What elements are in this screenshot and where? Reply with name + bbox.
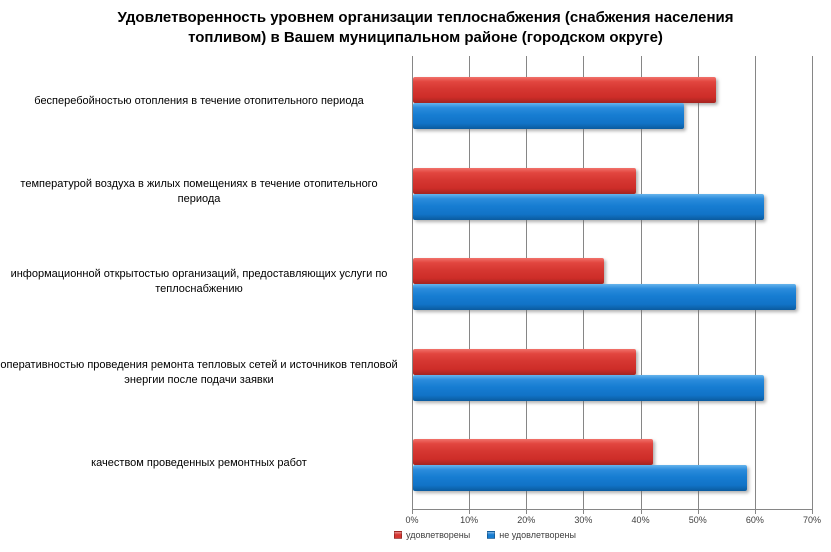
legend: удовлетворены не удовлетворены	[394, 530, 576, 540]
bar-unsatisfied	[413, 193, 765, 220]
legend-item: не удовлетворены	[487, 530, 576, 540]
axis-tick	[469, 510, 471, 514]
legend-item: удовлетворены	[394, 530, 470, 540]
x-tick-label: 60%	[745, 515, 764, 525]
axis-tick	[526, 510, 528, 514]
category-row	[412, 418, 812, 509]
category-label: информационной открытостью организаций, …	[10, 268, 388, 296]
x-axis-line	[412, 509, 813, 510]
bar-satisfied	[413, 167, 636, 194]
gridline	[640, 56, 642, 509]
category-label: температурой воздуха в жилых помещениях …	[20, 177, 378, 205]
legend-label: не удовлетворены	[499, 530, 576, 540]
legend-marker-icon	[394, 531, 402, 539]
plot-area	[412, 56, 813, 509]
axis-tick	[812, 510, 813, 514]
x-tick-label: 50%	[688, 515, 707, 525]
chart-title-line2: топливом) в Вашем муниципальном районе (…	[188, 29, 663, 46]
category-label: оперативностью проведения ремонта теплов…	[0, 359, 398, 387]
legend-marker-icon	[487, 531, 496, 539]
category-row	[412, 237, 812, 328]
bar-unsatisfied	[413, 465, 748, 492]
gridline	[412, 56, 413, 509]
category-label: качеством проведенных ремонтных работ	[91, 457, 307, 470]
category-label: бесперебойностью отопления в течение ото…	[34, 94, 364, 107]
bar-unsatisfied	[413, 284, 796, 311]
axis-tick	[583, 510, 585, 514]
gridline	[697, 56, 699, 509]
bar-satisfied	[413, 348, 636, 375]
axis-tick	[412, 510, 413, 514]
bar-satisfied	[413, 77, 716, 103]
axis-tick	[640, 510, 642, 514]
legend-label: удовлетворены	[406, 530, 471, 540]
bar-unsatisfied	[413, 103, 685, 129]
gridline	[812, 56, 813, 509]
axis-tick	[697, 510, 699, 514]
category-row	[412, 56, 812, 147]
x-tick-label: 20%	[517, 515, 536, 525]
bar-satisfied	[413, 439, 653, 466]
x-tick-label: 10%	[460, 515, 479, 525]
category-row	[412, 328, 812, 419]
chart-title: Удовлетворенность уровнем организации те…	[20, 8, 831, 48]
x-tick-label: 0%	[405, 515, 419, 525]
bar-unsatisfied	[413, 374, 765, 401]
axis-tick	[754, 510, 756, 514]
chart-title-line1: Удовлетворенность уровнем организации те…	[117, 9, 734, 26]
gridline	[754, 56, 756, 509]
category-row	[412, 147, 812, 238]
x-tick-label: 70%	[802, 515, 822, 525]
bar-satisfied	[413, 258, 605, 285]
x-tick-label: 40%	[631, 515, 650, 525]
x-tick-label: 30%	[574, 515, 593, 525]
